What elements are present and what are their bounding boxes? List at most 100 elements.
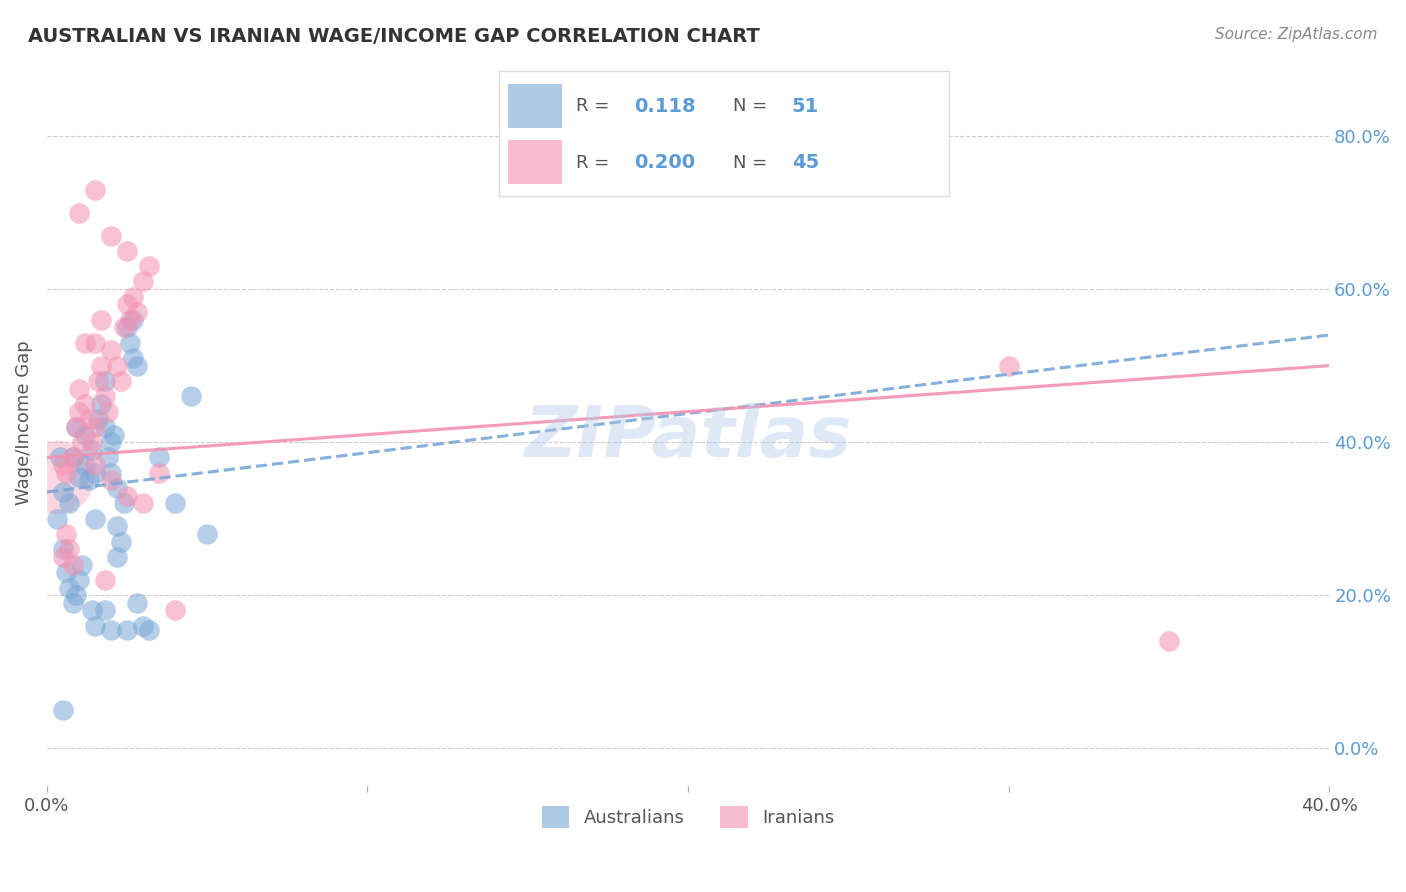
Point	[100, 228, 122, 243]
Point	[103, 427, 125, 442]
Point	[148, 450, 170, 465]
Text: 0.200: 0.200	[634, 153, 695, 172]
Point	[70, 435, 93, 450]
Point	[122, 351, 145, 365]
Point	[77, 474, 100, 488]
Point	[62, 450, 84, 465]
Point	[107, 519, 129, 533]
Point	[65, 420, 87, 434]
Point	[115, 623, 138, 637]
Legend: Australians, Iranians: Australians, Iranians	[534, 799, 841, 836]
Point	[67, 404, 90, 418]
Point	[165, 496, 187, 510]
Point	[165, 603, 187, 617]
Point	[80, 603, 103, 617]
Point	[122, 290, 145, 304]
Point	[65, 588, 87, 602]
Point	[90, 359, 112, 373]
Text: 51: 51	[792, 97, 818, 116]
Point	[132, 496, 155, 510]
Point	[75, 427, 97, 442]
Point	[110, 534, 132, 549]
Point	[55, 527, 77, 541]
Point	[75, 397, 97, 411]
Point	[80, 435, 103, 450]
Point	[100, 343, 122, 358]
Point	[195, 527, 218, 541]
Point	[65, 420, 87, 434]
Point	[107, 481, 129, 495]
Text: 45: 45	[792, 153, 818, 172]
Point	[100, 474, 122, 488]
Point	[93, 374, 115, 388]
Point	[62, 450, 84, 465]
Text: AUSTRALIAN VS IRANIAN WAGE/INCOME GAP CORRELATION CHART: AUSTRALIAN VS IRANIAN WAGE/INCOME GAP CO…	[28, 27, 759, 45]
Point	[58, 542, 80, 557]
Point	[93, 420, 115, 434]
Point	[112, 320, 135, 334]
Point	[132, 275, 155, 289]
Point	[84, 619, 107, 633]
Point	[122, 312, 145, 326]
Text: R =: R =	[575, 153, 614, 171]
Point	[180, 389, 202, 403]
Point	[75, 335, 97, 350]
Point	[93, 603, 115, 617]
Bar	[508, 84, 562, 128]
Point	[93, 389, 115, 403]
Text: N =: N =	[733, 153, 773, 171]
Point	[115, 297, 138, 311]
Point	[120, 312, 142, 326]
Text: N =: N =	[733, 97, 773, 115]
Point	[67, 469, 90, 483]
Point	[52, 458, 75, 472]
Point	[997, 359, 1019, 373]
Point	[55, 566, 77, 580]
Point	[84, 183, 107, 197]
Point	[84, 420, 107, 434]
Point	[138, 259, 160, 273]
Point	[90, 397, 112, 411]
Text: Source: ZipAtlas.com: Source: ZipAtlas.com	[1215, 27, 1378, 42]
Bar	[508, 140, 562, 184]
Point	[67, 205, 90, 219]
Point	[45, 511, 67, 525]
Point	[115, 489, 138, 503]
Point	[100, 435, 122, 450]
Point	[48, 450, 70, 465]
Point	[1157, 634, 1180, 648]
Point	[84, 511, 107, 525]
Point	[67, 382, 90, 396]
Point	[125, 596, 148, 610]
Point	[84, 335, 107, 350]
Point	[125, 359, 148, 373]
Point	[58, 496, 80, 510]
Point	[62, 596, 84, 610]
Point	[125, 305, 148, 319]
Point	[100, 623, 122, 637]
Point	[80, 442, 103, 457]
Point	[120, 335, 142, 350]
Point	[70, 558, 93, 572]
Y-axis label: Wage/Income Gap: Wage/Income Gap	[15, 341, 32, 506]
Point	[67, 573, 90, 587]
Point	[77, 412, 100, 426]
Text: R =: R =	[575, 97, 614, 115]
Point	[107, 359, 129, 373]
Point	[107, 549, 129, 564]
Point	[55, 466, 77, 480]
Point	[52, 484, 75, 499]
Point	[97, 450, 120, 465]
Point	[97, 404, 120, 418]
Point	[52, 542, 75, 557]
Point	[90, 312, 112, 326]
Point	[52, 549, 75, 564]
Point	[84, 466, 107, 480]
Point	[52, 703, 75, 717]
Point	[115, 244, 138, 258]
Point	[45, 469, 67, 483]
Point	[75, 458, 97, 472]
Point	[62, 558, 84, 572]
Point	[110, 374, 132, 388]
Point	[87, 412, 110, 426]
